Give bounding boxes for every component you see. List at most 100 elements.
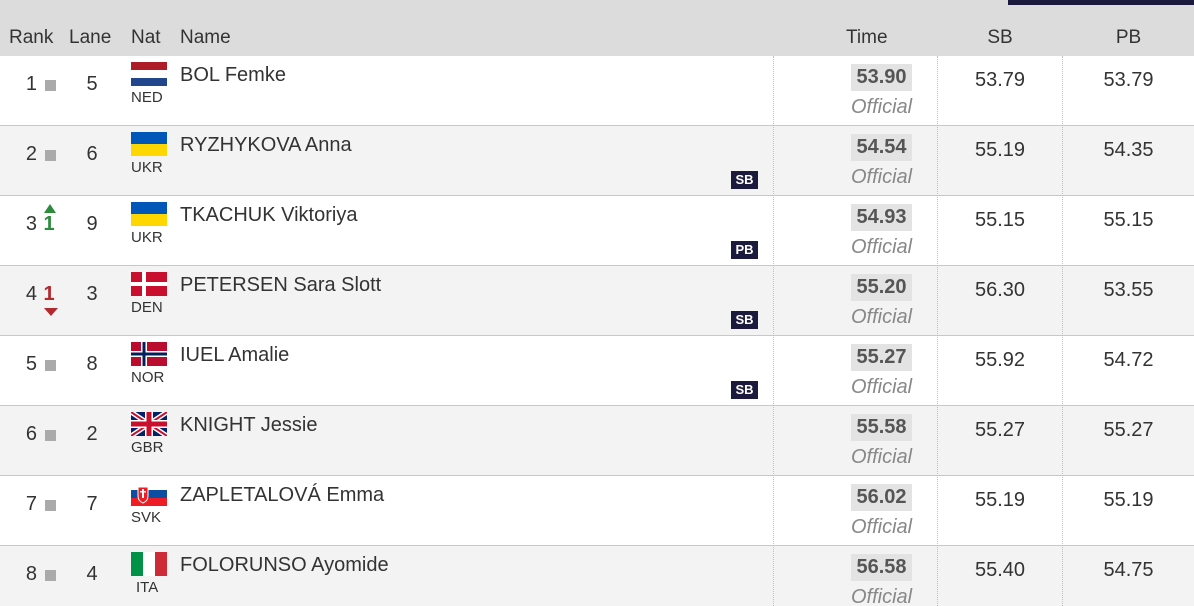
rank-change: 1 [43, 283, 55, 305]
status: Official [851, 446, 913, 468]
result-row[interactable]: 5 8 NOR IUEL Amalie SB 55.27 Official 55… [0, 336, 1194, 406]
rank-static [45, 360, 56, 371]
time: 55.20 [851, 274, 912, 301]
rank: 4 [25, 283, 37, 305]
time: 54.93 [851, 204, 912, 231]
rank-static [45, 430, 56, 441]
flag [131, 552, 167, 576]
column-separator [773, 56, 774, 606]
flag [131, 482, 167, 506]
result-row[interactable]: 8 4 ITA FOLORUNSO Ayomide 56.58 Official… [0, 546, 1194, 606]
result-row[interactable]: 2 6 UKR RYZHYKOVA Anna SB 54.54 Official… [0, 126, 1194, 196]
lane: 5 [86, 73, 98, 95]
record-badge: SB [731, 381, 758, 399]
sb: 55.19 [974, 489, 1026, 511]
nat: SVK [131, 509, 162, 526]
status: Official [851, 586, 913, 606]
nat: GBR [131, 439, 164, 456]
flag [131, 62, 167, 86]
pb: 54.35 [1103, 139, 1154, 161]
sb: 55.27 [974, 419, 1026, 441]
sb: 55.15 [974, 209, 1026, 231]
rank: 2 [25, 143, 37, 165]
flag [131, 412, 167, 436]
rank: 8 [25, 563, 37, 585]
nat: NOR [131, 369, 165, 386]
athlete-name[interactable]: BOL Femke [180, 64, 286, 86]
sb: 55.92 [974, 349, 1026, 371]
nat: UKR [131, 159, 163, 176]
pb: 54.75 [1103, 559, 1154, 581]
record-badge: SB [731, 171, 758, 189]
record-badge: SB [731, 311, 758, 329]
rank-change: 1 [43, 213, 55, 235]
nat: DEN [131, 299, 163, 316]
lane: 6 [86, 143, 98, 165]
time: 54.54 [851, 134, 912, 161]
flag [131, 202, 167, 226]
result-row[interactable]: 6 2 GBR KNIGHT Jessie 55.58 Official 55.… [0, 406, 1194, 476]
nat: UKR [131, 229, 163, 246]
result-row[interactable]: 7 7 SVK ZAPLETALOVÁ Emma 56.02 Official … [0, 476, 1194, 546]
sb: 56.30 [974, 279, 1026, 301]
lane: 3 [86, 283, 98, 305]
pb: 55.27 [1103, 419, 1154, 441]
nat: NED [131, 89, 163, 106]
flag [131, 342, 167, 366]
col-header: Time [846, 27, 888, 48]
status: Official [851, 376, 913, 398]
pb: 54.72 [1103, 349, 1154, 371]
athlete-name[interactable]: PETERSEN Sara Slott [180, 274, 382, 296]
pb: 53.55 [1103, 279, 1154, 301]
time: 53.90 [851, 64, 912, 91]
athlete-name[interactable]: IUEL Amalie [180, 344, 290, 366]
athlete-name[interactable]: ZAPLETALOVÁ Emma [180, 484, 385, 506]
sb: 55.40 [974, 559, 1026, 581]
result-row[interactable]: 3 1 9 UKR TKACHUK Viktoriya PB 54.93 Off… [0, 196, 1194, 266]
pb: 53.79 [1103, 69, 1154, 91]
status: Official [851, 236, 913, 258]
time: 56.02 [851, 484, 912, 511]
down-arrow [44, 308, 58, 316]
lane: 9 [86, 213, 98, 235]
rank: 3 [25, 213, 37, 235]
flag [131, 132, 167, 156]
rank-static [45, 150, 56, 161]
rank: 5 [25, 353, 37, 375]
status: Official [851, 516, 913, 538]
athlete-name[interactable]: RYZHYKOVA Anna [180, 134, 352, 156]
time: 55.27 [851, 344, 912, 371]
up-arrow [44, 204, 56, 213]
col-header: SB [987, 27, 1013, 48]
column-separator [937, 56, 938, 606]
status: Official [851, 96, 913, 118]
lane: 4 [86, 563, 98, 585]
col-header: Rank [9, 27, 54, 48]
lane: 2 [86, 423, 98, 445]
sb: 55.19 [974, 139, 1026, 161]
result-row[interactable]: 1 5 NED BOL Femke 53.90 Official 53.79 5… [0, 56, 1194, 126]
top-bar [1008, 0, 1194, 5]
col-header: PB [1115, 27, 1142, 48]
rank: 1 [25, 73, 37, 95]
col-header: Name [180, 27, 231, 48]
sb: 53.79 [974, 69, 1026, 91]
athlete-name[interactable]: KNIGHT Jessie [180, 414, 318, 436]
rank-static [45, 80, 56, 91]
column-separator [1062, 56, 1063, 606]
rank-static [45, 570, 56, 581]
col-header: Nat [131, 27, 161, 48]
rank-static [45, 500, 56, 511]
rank: 7 [25, 493, 37, 515]
pb: 55.15 [1103, 209, 1154, 231]
athlete-name[interactable]: FOLORUNSO Ayomide [180, 554, 389, 576]
athlete-name[interactable]: TKACHUK Viktoriya [180, 204, 358, 226]
record-badge: PB [731, 241, 758, 259]
result-row[interactable]: 4 1 3 DEN PETERSEN Sara Slott SB 55.20 O… [0, 266, 1194, 336]
nat: ITA [136, 579, 159, 596]
status: Official [851, 306, 913, 328]
time: 56.58 [851, 554, 912, 581]
pb: 55.19 [1103, 489, 1154, 511]
lane: 8 [86, 353, 98, 375]
